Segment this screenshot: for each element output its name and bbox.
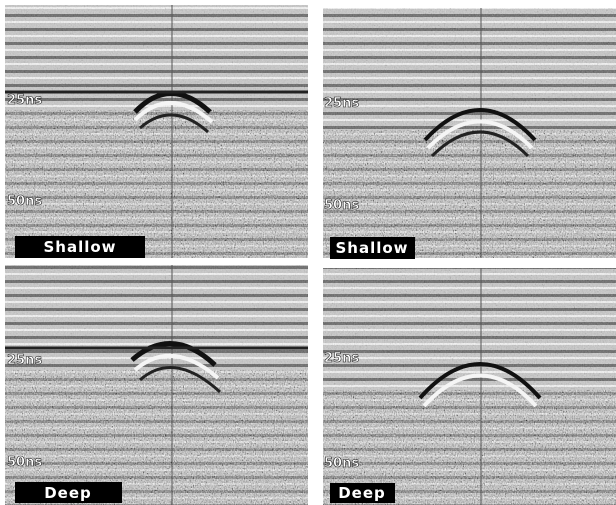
radargram-grid: 25ns 50ns Shallow 25ns 50ns Shallow 25ns… — [0, 0, 616, 505]
time-label: 50ns — [324, 198, 359, 213]
time-label: 50ns — [324, 456, 359, 471]
time-label: 25ns — [324, 96, 359, 111]
caption: Deep — [338, 484, 386, 502]
figure: 25ns 50ns Shallow 25ns 50ns Shallow 25ns… — [0, 0, 616, 505]
panel — [323, 268, 616, 505]
time-label: 50ns — [7, 194, 42, 209]
time-label: 25ns — [7, 353, 42, 368]
panel — [5, 265, 308, 505]
panel — [323, 8, 616, 260]
caption: Deep — [44, 484, 92, 502]
time-label: 25ns — [7, 93, 42, 108]
caption: Shallow — [335, 239, 408, 257]
time-label: 25ns — [324, 351, 359, 366]
panel — [5, 5, 308, 258]
time-label: 50ns — [7, 455, 42, 470]
caption: Shallow — [43, 238, 116, 256]
